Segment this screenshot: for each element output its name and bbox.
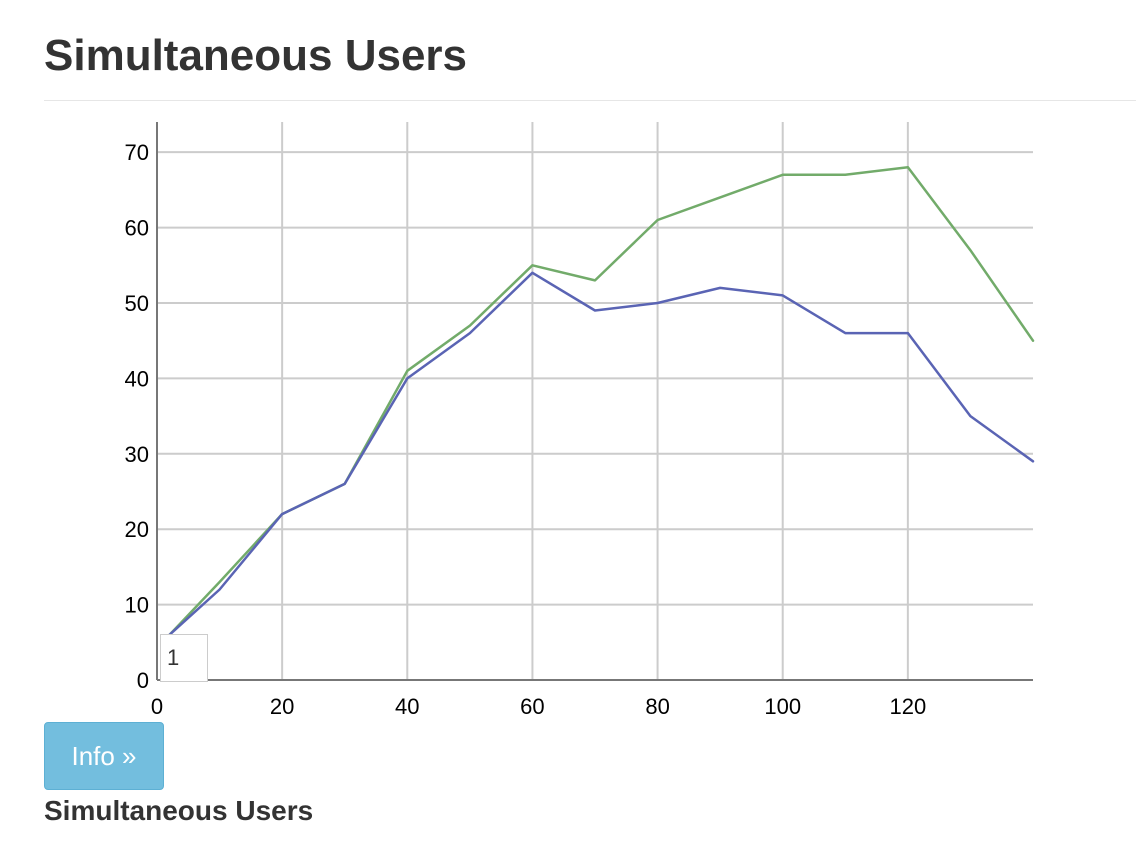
x-tick-label: 80 bbox=[645, 694, 669, 719]
page-title: Simultaneous Users bbox=[44, 31, 468, 80]
y-tick-label: 0 bbox=[137, 668, 149, 693]
series-line-1 bbox=[168, 165, 1035, 637]
y-tick-label: 40 bbox=[125, 366, 149, 391]
series-line-2 bbox=[168, 271, 1035, 637]
chart-series bbox=[168, 165, 1035, 637]
page-number-input[interactable] bbox=[160, 634, 208, 682]
chart-grid bbox=[157, 122, 1033, 680]
section-label: Simultaneous Users bbox=[44, 795, 314, 826]
title-divider bbox=[44, 100, 1136, 101]
x-tick-label: 40 bbox=[395, 694, 419, 719]
x-tick-label: 100 bbox=[764, 694, 801, 719]
chart-tick-labels: 0 20 40 60 80 100 120 0 10 20 30 40 50 60 70 bbox=[125, 140, 927, 719]
y-tick-label: 30 bbox=[125, 442, 149, 467]
x-tick-label: 20 bbox=[270, 694, 294, 719]
y-tick-label: 20 bbox=[125, 517, 149, 542]
x-tick-label: 60 bbox=[520, 694, 544, 719]
info-button[interactable]: Info » bbox=[44, 722, 164, 790]
x-tick-label: 120 bbox=[889, 694, 926, 719]
y-tick-label: 50 bbox=[125, 291, 149, 316]
y-tick-label: 10 bbox=[125, 593, 149, 618]
y-tick-label: 70 bbox=[125, 140, 149, 165]
y-tick-label: 60 bbox=[125, 216, 149, 241]
chart-axes bbox=[156, 122, 1033, 681]
x-tick-label: 0 bbox=[151, 694, 163, 719]
